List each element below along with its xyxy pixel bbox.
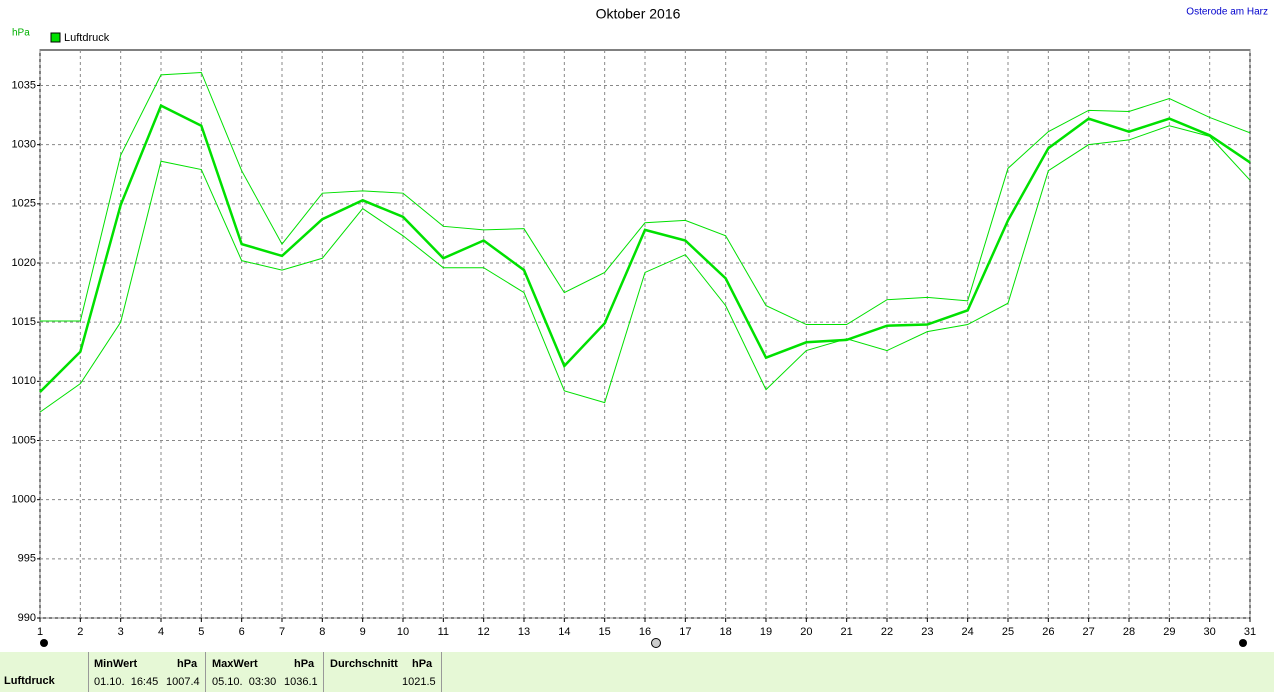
- legend-label: Luftdruck: [64, 32, 110, 44]
- x-tick-label: 5: [198, 626, 204, 638]
- x-tick-label: 15: [599, 626, 611, 638]
- max-time: 05.10. 03:30: [212, 676, 277, 688]
- y-axis-label: hPa: [12, 28, 30, 39]
- x-tick-label: 25: [1002, 626, 1014, 638]
- y-tick-label: 1025: [12, 198, 36, 210]
- legend-swatch: [50, 32, 61, 43]
- max-unit: hPa: [294, 658, 315, 670]
- x-tick-label: 14: [558, 626, 570, 638]
- line: [40, 71, 1251, 326]
- line: [39, 103, 1251, 393]
- x-tick-label: 2: [77, 626, 83, 638]
- marker: [651, 638, 661, 648]
- marker: [40, 639, 48, 647]
- x-tick-label: 31: [1244, 626, 1256, 638]
- max-value: 1036.1: [284, 676, 318, 688]
- x-tick-label: 10: [397, 626, 409, 638]
- x-tick-label: 26: [1042, 626, 1054, 638]
- avg-unit: hPa: [412, 658, 433, 670]
- x-tick-label: 11: [438, 626, 449, 638]
- x-tick-label: 1: [37, 626, 43, 638]
- avg-label: Durchschnitt: [330, 658, 398, 670]
- x-tick-label: 21: [841, 626, 853, 638]
- x-tick-label: 12: [478, 626, 490, 638]
- x-tick-label: 8: [319, 626, 325, 638]
- y-tick-label: 1000: [12, 494, 36, 506]
- min-label: MinWert: [94, 658, 138, 670]
- chart-title: Oktober 2016: [596, 6, 681, 22]
- x-tick-label: 4: [158, 626, 164, 638]
- x-tick-label: 30: [1204, 626, 1216, 638]
- x-tick-label: 29: [1163, 626, 1175, 638]
- x-tick-label: 24: [962, 626, 974, 638]
- location: Osterode am Harz: [1186, 7, 1268, 18]
- x-tick-label: 19: [760, 626, 772, 638]
- min-value: 1007.4: [166, 676, 200, 688]
- y-tick-label: 1020: [12, 257, 36, 269]
- summary-panel: Luftdruck MinWert hPa 01.10. 16:45 1007.…: [0, 652, 1274, 692]
- y-tick-label: 1010: [12, 375, 36, 387]
- x-tick-label: 6: [239, 626, 245, 638]
- x-tick-label: 16: [639, 626, 651, 638]
- y-tick-label: 1005: [12, 434, 36, 446]
- max-label: MaxWert: [212, 658, 258, 670]
- x-tick-label: 18: [720, 626, 732, 638]
- min-unit: hPa: [177, 658, 198, 670]
- x-tick-label: 7: [279, 626, 285, 638]
- x-tick-label: 13: [518, 626, 530, 638]
- y-tick-label: 1015: [12, 316, 36, 328]
- marker: [1239, 639, 1247, 647]
- x-tick-label: 17: [679, 626, 691, 638]
- chart: Oktober 2016 Osterode am Harz hPa Luftdr…: [12, 6, 1268, 648]
- x-tick-label: 9: [360, 626, 366, 638]
- y-tick-label: 995: [18, 553, 36, 565]
- x-tick-label: 27: [1083, 626, 1095, 638]
- avg-value: 1021.5: [402, 676, 436, 688]
- x-tick-label: 23: [921, 626, 933, 638]
- y-tick-label: 1035: [12, 79, 36, 91]
- line: [39, 125, 1251, 413]
- x-tick-label: 20: [800, 626, 812, 638]
- x-tick-label: 3: [118, 626, 124, 638]
- summary-name: Luftdruck: [4, 675, 55, 687]
- y-tick-label: 1030: [12, 139, 36, 151]
- y-tick-label: 990: [18, 612, 36, 624]
- min-time: 01.10. 16:45: [94, 676, 159, 688]
- x-tick-label: 22: [881, 626, 893, 638]
- x-tick-label: 28: [1123, 626, 1135, 638]
